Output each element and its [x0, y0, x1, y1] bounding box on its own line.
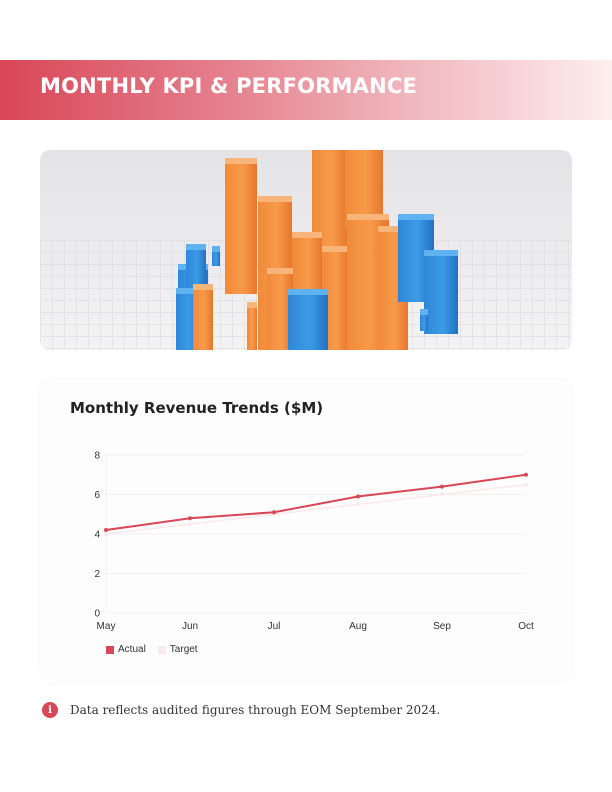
- x-tick-label: Sep: [433, 621, 451, 632]
- legend-swatch-target: [157, 645, 166, 654]
- x-tick-label: Jul: [268, 621, 281, 632]
- hero-bar: [225, 158, 257, 294]
- data-point[interactable]: [524, 482, 528, 487]
- header-banner: MONTHLY KPI & PERFORMANCE: [0, 60, 612, 120]
- footnote-text: Data reflects audited figures through EO…: [70, 703, 441, 717]
- hero-bar: [424, 250, 458, 334]
- revenue-chart-card: Monthly Revenue Trends ($M) 0 2 4 6 8 May Jun J…: [40, 380, 572, 682]
- y-tick-label: 8: [94, 451, 100, 462]
- revenue-line-chart: 0 2 4 6 8 May Jun Jul Aug Sep Oct: [94, 451, 534, 633]
- y-tick-label: 6: [94, 490, 100, 501]
- y-tick-label: 0: [94, 609, 100, 620]
- x-tick-label: Oct: [518, 621, 534, 632]
- legend-swatch-actual: [106, 645, 114, 654]
- data-point[interactable]: [104, 528, 108, 533]
- x-tick-label: Aug: [349, 621, 367, 632]
- data-point[interactable]: [440, 484, 444, 489]
- y-tick-label: 4: [94, 530, 100, 541]
- hero-bar: [247, 302, 257, 350]
- hero-bar: [288, 289, 328, 350]
- data-point[interactable]: [356, 502, 360, 507]
- x-tick-label: May: [97, 621, 116, 632]
- x-tick-label: Jun: [182, 621, 198, 632]
- data-point[interactable]: [104, 532, 108, 536]
- legend-label-actual: Actual: [118, 644, 146, 655]
- hero-bar: [420, 309, 428, 331]
- data-point[interactable]: [356, 494, 360, 499]
- data-point[interactable]: [272, 510, 276, 515]
- hero-bar: [193, 284, 213, 350]
- legend-label-target: Target: [169, 644, 198, 655]
- data-point[interactable]: [440, 492, 444, 497]
- data-point[interactable]: [188, 522, 192, 527]
- page-title: MONTHLY KPI & PERFORMANCE: [40, 74, 418, 98]
- chart-title: Monthly Revenue Trends ($M): [70, 399, 324, 417]
- series-line-actual: [105, 473, 527, 532]
- hero-bar: [186, 244, 206, 290]
- info-icon: i: [42, 702, 58, 718]
- y-tick-label: 2: [94, 569, 100, 580]
- chart-legend: Actual Target: [106, 644, 198, 655]
- legend-item-target[interactable]: Target: [157, 644, 198, 655]
- footnote: i Data reflects audited figures through …: [42, 702, 440, 718]
- data-point[interactable]: [524, 472, 528, 477]
- data-point[interactable]: [188, 516, 192, 521]
- series-line-target: [105, 483, 527, 535]
- legend-item-actual[interactable]: Actual: [106, 644, 146, 655]
- hero-bar: [212, 246, 220, 266]
- hero-image: [40, 150, 572, 350]
